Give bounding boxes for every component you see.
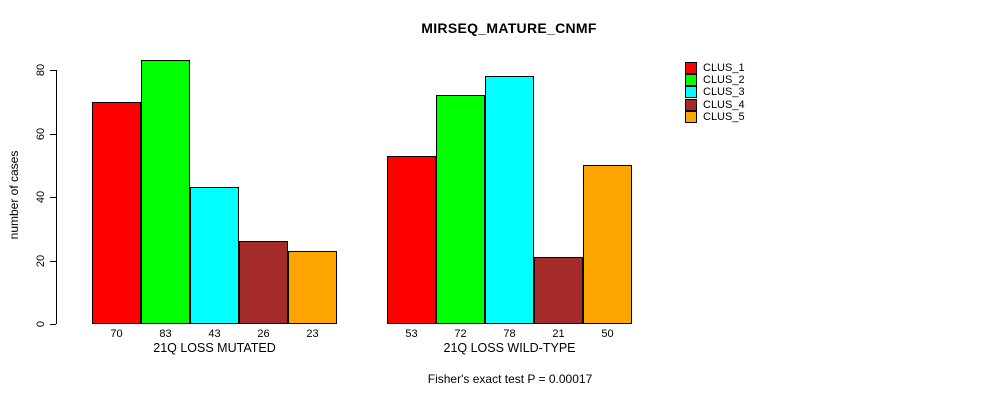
legend-label: CLUS_5: [703, 110, 745, 123]
bar-value-label: 70: [110, 328, 123, 340]
bar-value-label: 78: [503, 328, 516, 340]
bar-value-label: 26: [257, 328, 270, 340]
legend-color-swatch: [685, 110, 697, 123]
legend-label: CLUS_4: [703, 98, 745, 111]
y-tick: [50, 133, 56, 135]
legend-color-swatch: [685, 98, 697, 111]
y-tick-label: 0: [35, 320, 47, 328]
y-tick-label: 40: [35, 190, 47, 204]
bar: [534, 257, 583, 324]
bar-value-label: 23: [306, 328, 319, 340]
bar: [583, 165, 632, 324]
y-axis-line: [56, 70, 57, 324]
bar: [485, 76, 534, 324]
bar-value-label: 72: [454, 328, 467, 340]
group-label: 21Q LOSS MUTATED: [153, 341, 276, 355]
bar: [436, 95, 485, 324]
bar: [141, 60, 190, 324]
bar: [288, 250, 337, 324]
bar-value-label: 43: [208, 328, 221, 340]
bar-value-label: 53: [405, 328, 418, 340]
y-tick: [50, 324, 56, 325]
y-tick: [50, 260, 56, 262]
bar: [92, 101, 141, 324]
legend-label: CLUS_3: [703, 86, 745, 99]
y-axis-label: number of cases: [7, 150, 21, 240]
bar-value-label: 50: [601, 328, 614, 340]
group-label: 21Q LOSS WILD-TYPE: [443, 341, 576, 355]
legend-label: CLUS_1: [703, 62, 745, 74]
y-tick: [50, 70, 56, 71]
legend-label: CLUS_2: [703, 74, 745, 87]
annotation-text: Fisher's exact test P = 0.00017: [427, 372, 593, 386]
y-tick: [50, 197, 56, 198]
legend-color-swatch: [685, 74, 697, 87]
y-tick-label: 60: [35, 127, 47, 140]
bar: [239, 241, 288, 324]
bar: [387, 155, 436, 324]
bar-value-label: 83: [159, 328, 172, 340]
y-tick-label: 20: [35, 254, 47, 267]
bar-value-label: 21: [552, 328, 565, 340]
y-tick-label: 80: [35, 63, 47, 77]
legend-color-swatch: [685, 86, 697, 99]
bar: [190, 187, 239, 324]
chart-title: MIRSEQ_MATURE_CNMF: [421, 20, 597, 36]
legend-color-swatch: [685, 62, 697, 74]
